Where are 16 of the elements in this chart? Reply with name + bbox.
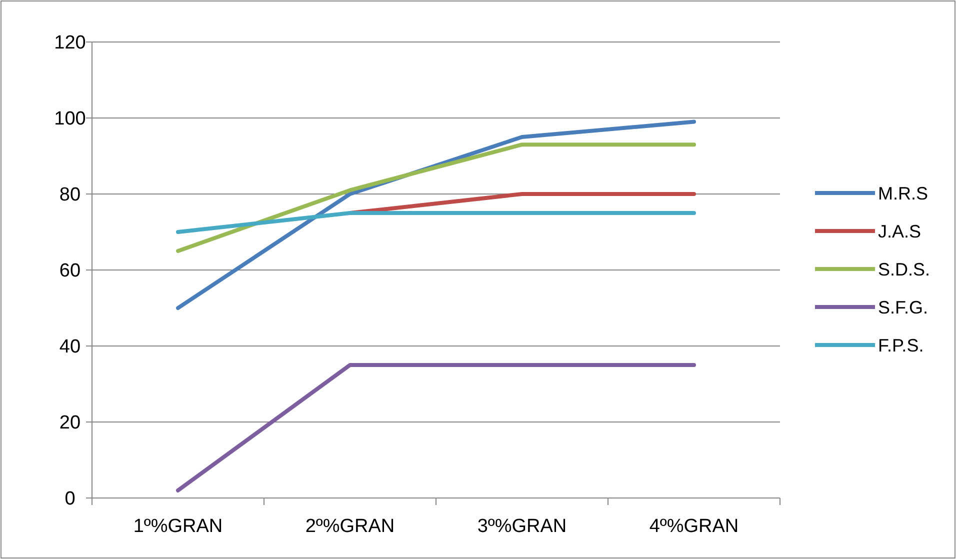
y-tick-label: 60 [59, 260, 81, 282]
legend-label: S.D.S. [878, 259, 930, 280]
x-tick-label: 2º%GRAN [305, 516, 395, 537]
x-tick-label: 3º%GRAN [477, 516, 567, 537]
x-tick-label: 4º%GRAN [649, 516, 739, 537]
legend-label: S.F.G. [878, 297, 928, 318]
legend-label: M.R.S [878, 183, 928, 204]
y-tick-label: 120 [54, 32, 86, 54]
legend-label: F.P.S. [878, 335, 924, 356]
y-tick-label: 80 [59, 184, 81, 206]
x-tick-label: 1º%GRAN [133, 516, 223, 537]
legend-label: J.A.S [878, 221, 922, 242]
y-tick-label: 100 [54, 108, 86, 130]
y-tick-label: 20 [59, 412, 81, 434]
y-tick-label: 40 [59, 336, 81, 358]
y-tick-label: 0 [64, 488, 76, 510]
